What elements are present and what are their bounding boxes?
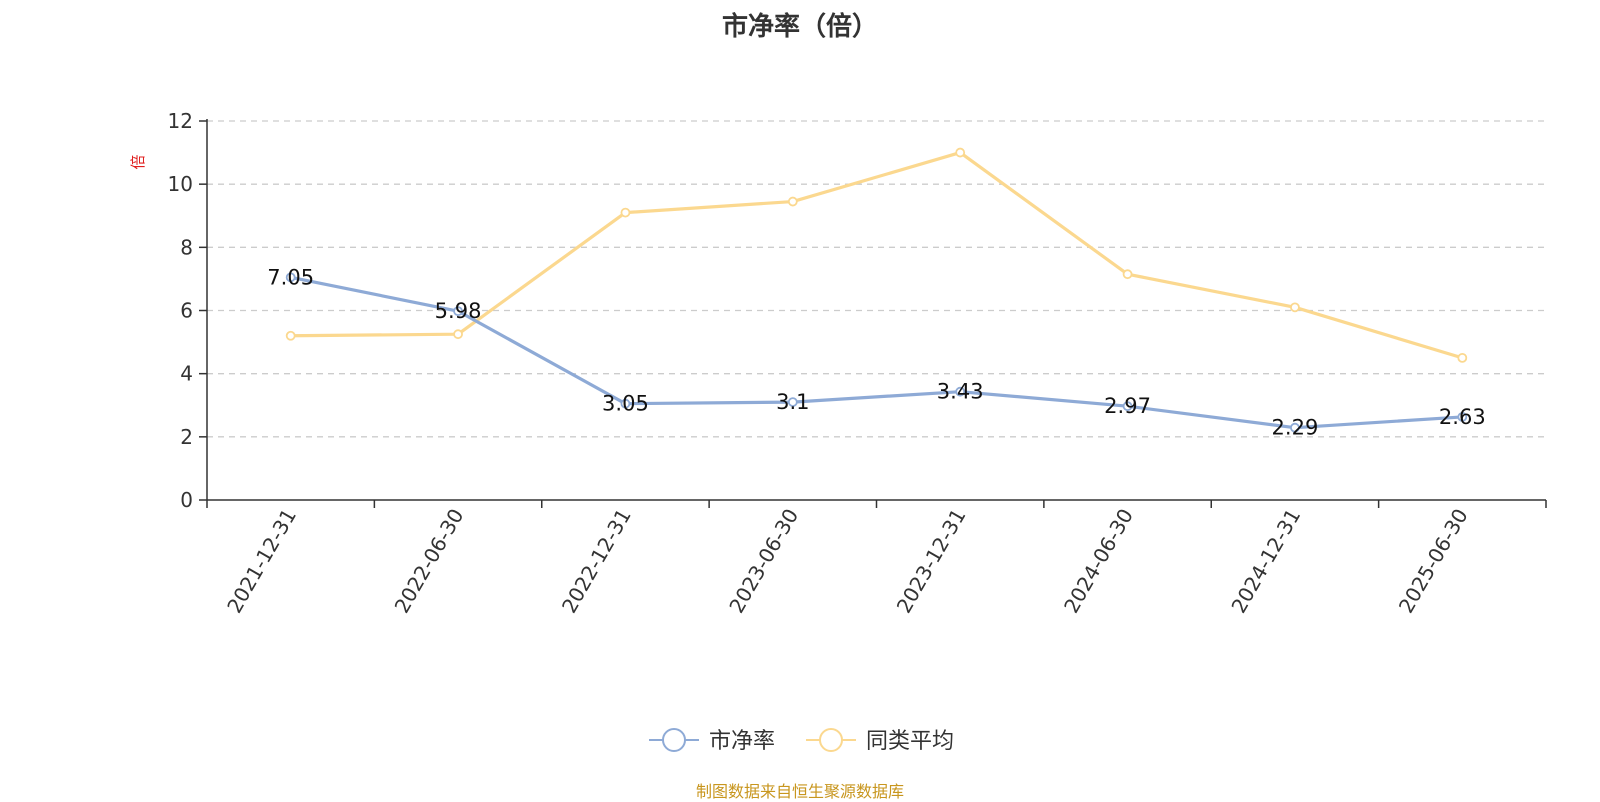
data-label: 2.63 xyxy=(1439,405,1486,429)
data-point-pb-ratio xyxy=(285,272,296,283)
data-point-pb-ratio xyxy=(1122,401,1133,412)
data-label: 3.1 xyxy=(776,390,809,414)
series-line-peer-average xyxy=(290,150,1463,360)
source-note: 制图数据来自恒生聚源数据库 xyxy=(695,782,904,801)
x-tick-label: 2023-06-30 xyxy=(724,505,803,618)
data-label: 3.43 xyxy=(937,380,984,404)
series-line-pb-ratio xyxy=(290,275,1463,430)
data-label: 2.29 xyxy=(1272,416,1319,440)
x-tick-label: 2025-06-30 xyxy=(1394,505,1473,618)
data-point-peer-average xyxy=(1290,302,1300,313)
data-point-peer-average xyxy=(620,207,631,218)
x-tick-label: 2023-12-31 xyxy=(892,505,971,618)
y-axis-label: 倍 xyxy=(129,154,147,169)
data-label: 2.97 xyxy=(1104,394,1151,418)
data-point-pb-ratio xyxy=(955,386,966,397)
y-tick-label: 4 xyxy=(180,362,193,386)
legend-pb-ratio-label: 市净率 xyxy=(709,729,775,754)
legend-pb-ratio-marker xyxy=(662,728,686,752)
x-tick-label: 2024-06-30 xyxy=(1059,505,1138,618)
x-tick-label: 2022-12-31 xyxy=(557,505,636,618)
legend-peer-average-marker xyxy=(819,728,843,752)
data-point-pb-ratio xyxy=(620,398,631,409)
x-tick-label: 2022-06-30 xyxy=(389,505,468,618)
data-label: 3.05 xyxy=(602,392,649,416)
y-tick-label: 10 xyxy=(168,172,193,196)
x-tick-label: 2024-12-31 xyxy=(1226,505,1305,618)
chart-title: 市净率（倍） xyxy=(721,12,878,42)
y-tick-label: 12 xyxy=(168,109,193,133)
y-tick-label: 0 xyxy=(180,488,193,512)
y-tick-label: 6 xyxy=(180,299,193,323)
data-point-peer-average xyxy=(955,147,966,158)
data-point-peer-average xyxy=(1122,269,1133,280)
data-label: 5.98 xyxy=(435,299,482,323)
data-point-pb-ratio xyxy=(787,397,798,407)
data-label: 7.05 xyxy=(267,265,314,289)
data-point-pb-ratio xyxy=(1290,422,1300,433)
y-tick-label: 8 xyxy=(180,235,193,259)
data-point-pb-ratio xyxy=(453,306,463,317)
data-point-peer-average xyxy=(453,329,463,340)
data-point-peer-average xyxy=(285,330,296,341)
x-tick-label: 2021-12-31 xyxy=(222,505,301,618)
data-point-peer-average xyxy=(1457,352,1468,363)
legend-peer-average-label: 同类平均 xyxy=(866,729,954,754)
data-point-peer-average xyxy=(787,196,798,207)
data-point-pb-ratio xyxy=(1457,412,1468,422)
y-tick-label: 2 xyxy=(180,425,193,449)
